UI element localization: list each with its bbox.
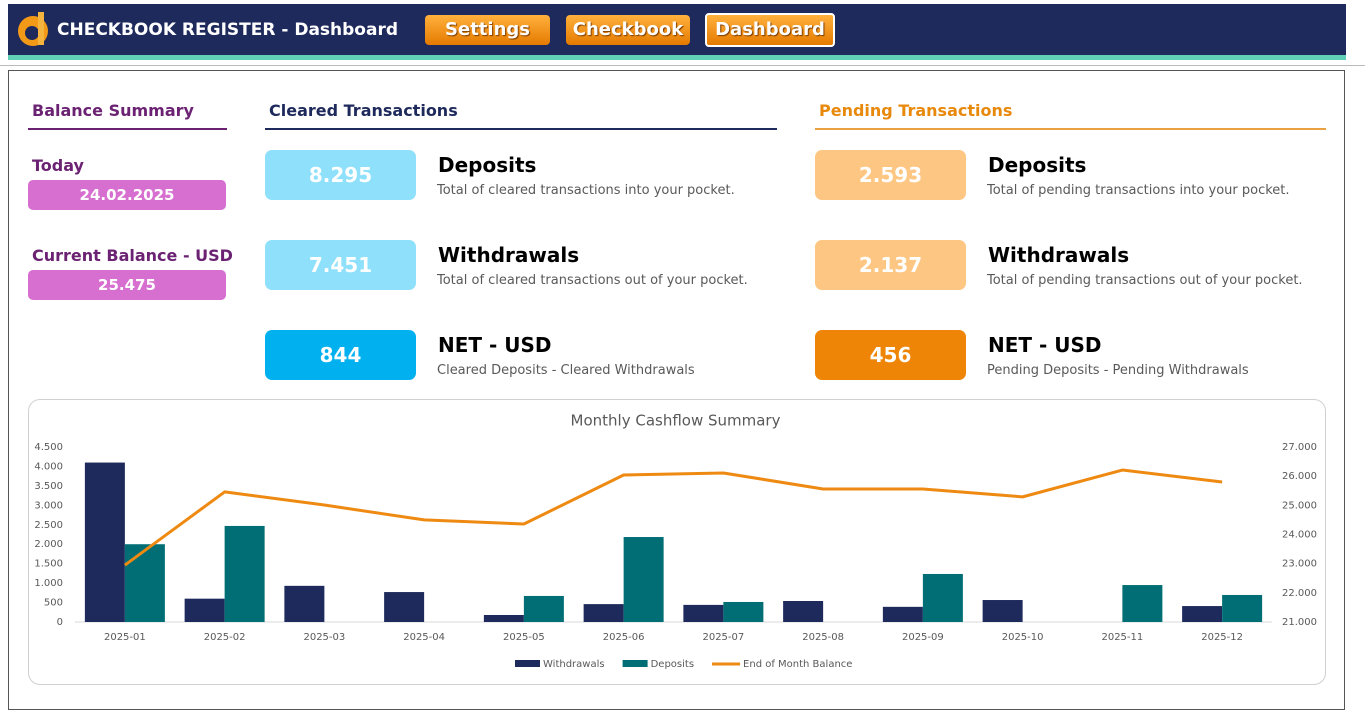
y2-tick-label: 26.000 <box>1282 471 1317 482</box>
section-title: Cleared Transactions <box>269 101 458 120</box>
x-tick-label: 2025-03 <box>303 632 345 643</box>
balance-label: Current Balance - USD <box>32 246 233 265</box>
line-series <box>123 468 1223 567</box>
kpi-label: NET - USD <box>988 333 1102 357</box>
y-tick-label: 2.500 <box>34 520 63 531</box>
y2-tick-label: 27.000 <box>1282 442 1317 453</box>
balance-value: 25.475 <box>28 270 226 300</box>
kpi-value: 456 <box>815 330 966 380</box>
bar <box>384 592 425 622</box>
x-tick-label: 2025-04 <box>403 632 445 643</box>
bar <box>882 606 923 622</box>
legend-label: Withdrawals <box>543 659 605 670</box>
x-tick-label: 2025-01 <box>104 632 146 643</box>
x-tick-label: 2025-09 <box>902 632 944 643</box>
y2-tick-label: 23.000 <box>1282 559 1317 570</box>
app-title: CHECKBOOK REGISTER - Dashboard <box>57 20 399 40</box>
legend-swatch <box>515 660 540 667</box>
kpi-description: Cleared Deposits - Cleared Withdrawals <box>437 363 695 378</box>
y2-tick-label: 21.000 <box>1282 617 1317 628</box>
bar <box>284 585 325 622</box>
y-tick-label: 2.000 <box>34 539 63 550</box>
logo <box>18 12 48 46</box>
section-title: Pending Transactions <box>819 101 1013 120</box>
bar <box>982 600 1023 622</box>
y-tick-label: 4.000 <box>34 461 63 472</box>
legend-swatch <box>622 660 648 667</box>
kpi-description: Pending Deposits - Pending Withdrawals <box>987 363 1249 378</box>
y2-tick-label: 22.000 <box>1282 588 1317 599</box>
x-tick-label: 2025-05 <box>503 632 545 643</box>
section-title: Balance Summary <box>32 101 194 120</box>
y2-tick-label: 24.000 <box>1282 530 1317 541</box>
bar <box>922 573 963 622</box>
today-value: 24.02.2025 <box>28 180 226 210</box>
bar <box>1182 606 1223 622</box>
chart: Monthly Cashflow Summary 0 500 1.000 1.500 2.… <box>34 412 1317 671</box>
kpi-description: Total of cleared transactions into your … <box>437 183 735 198</box>
kpi-label: Deposits <box>988 153 1087 177</box>
bar <box>783 601 824 622</box>
section-underline <box>28 128 227 130</box>
kpi-value: 2.593 <box>815 150 966 200</box>
legend-label: Deposits <box>651 659 694 670</box>
chart-frame <box>28 399 1326 685</box>
x-tick-label: 2025-11 <box>1101 632 1143 643</box>
bar <box>723 601 764 622</box>
kpi-value: 7.451 <box>265 240 416 290</box>
x-tick-label: 2025-08 <box>802 632 844 643</box>
y-tick-label: 0 <box>57 617 63 628</box>
bar <box>523 595 564 622</box>
section-underline <box>265 128 777 130</box>
bar <box>483 615 524 622</box>
bar <box>184 598 225 622</box>
kpi-description: Total of pending transactions out of you… <box>987 273 1303 288</box>
kpi-label: Withdrawals <box>438 243 580 267</box>
bar <box>124 544 165 622</box>
y-tick-label: 3.000 <box>34 500 63 511</box>
today-label: Today <box>32 156 84 175</box>
chart-title: Monthly Cashflow Summary <box>571 412 781 430</box>
kpi-label: Deposits <box>438 153 537 177</box>
legend-label: End of Month Balance <box>743 659 852 670</box>
x-tick-label: 2025-02 <box>204 632 246 643</box>
kpi-value: 8.295 <box>265 150 416 200</box>
y-tick-label: 500 <box>44 598 63 609</box>
y-tick-label: 4.500 <box>34 442 63 453</box>
bar <box>84 462 125 622</box>
kpi-description: Total of cleared transactions out of you… <box>437 273 748 288</box>
kpi-description: Total of pending transactions into your … <box>987 183 1290 198</box>
x-tick-label: 2025-10 <box>1002 632 1044 643</box>
settings-button[interactable]: Settings <box>425 15 550 45</box>
kpi-label: NET - USD <box>438 333 552 357</box>
y-tick-label: 1.500 <box>34 559 63 570</box>
bar <box>1222 594 1263 622</box>
section-underline <box>815 128 1326 130</box>
checkbook-button[interactable]: Checkbook <box>566 15 690 45</box>
bar <box>583 604 624 622</box>
kpi-label: Withdrawals <box>988 243 1130 267</box>
bar <box>623 537 664 622</box>
divider <box>0 65 1365 66</box>
y2-tick-label: 25.000 <box>1282 500 1317 511</box>
header-stripe <box>8 55 1346 60</box>
kpi-value: 844 <box>265 330 416 380</box>
dashboard-button[interactable]: Dashboard <box>705 13 835 47</box>
y-tick-label: 1.000 <box>34 578 63 589</box>
bar <box>683 604 724 622</box>
bar <box>1122 585 1163 622</box>
x-tick-label: 2025-07 <box>702 632 744 643</box>
bar <box>224 525 265 622</box>
kpi-value: 2.137 <box>815 240 966 290</box>
x-tick-label: 2025-12 <box>1201 632 1243 643</box>
y-tick-label: 3.500 <box>34 481 63 492</box>
x-tick-label: 2025-06 <box>603 632 645 643</box>
